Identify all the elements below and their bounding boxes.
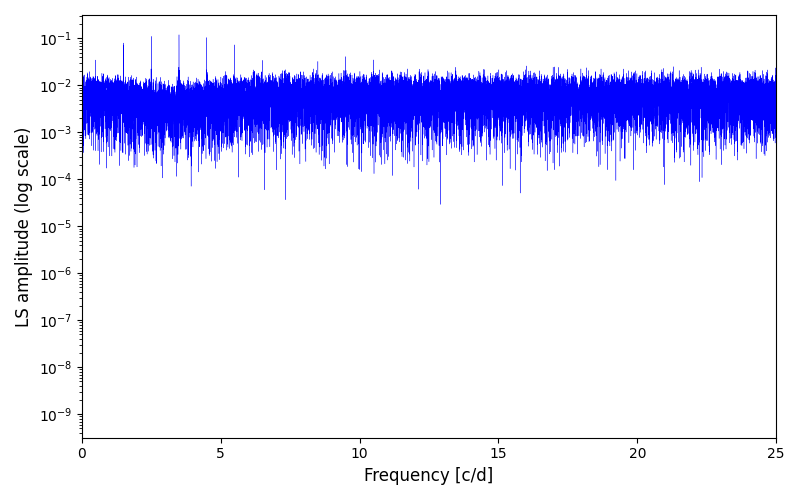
X-axis label: Frequency [c/d]: Frequency [c/d] xyxy=(364,467,494,485)
Y-axis label: LS amplitude (log scale): LS amplitude (log scale) xyxy=(15,126,33,326)
